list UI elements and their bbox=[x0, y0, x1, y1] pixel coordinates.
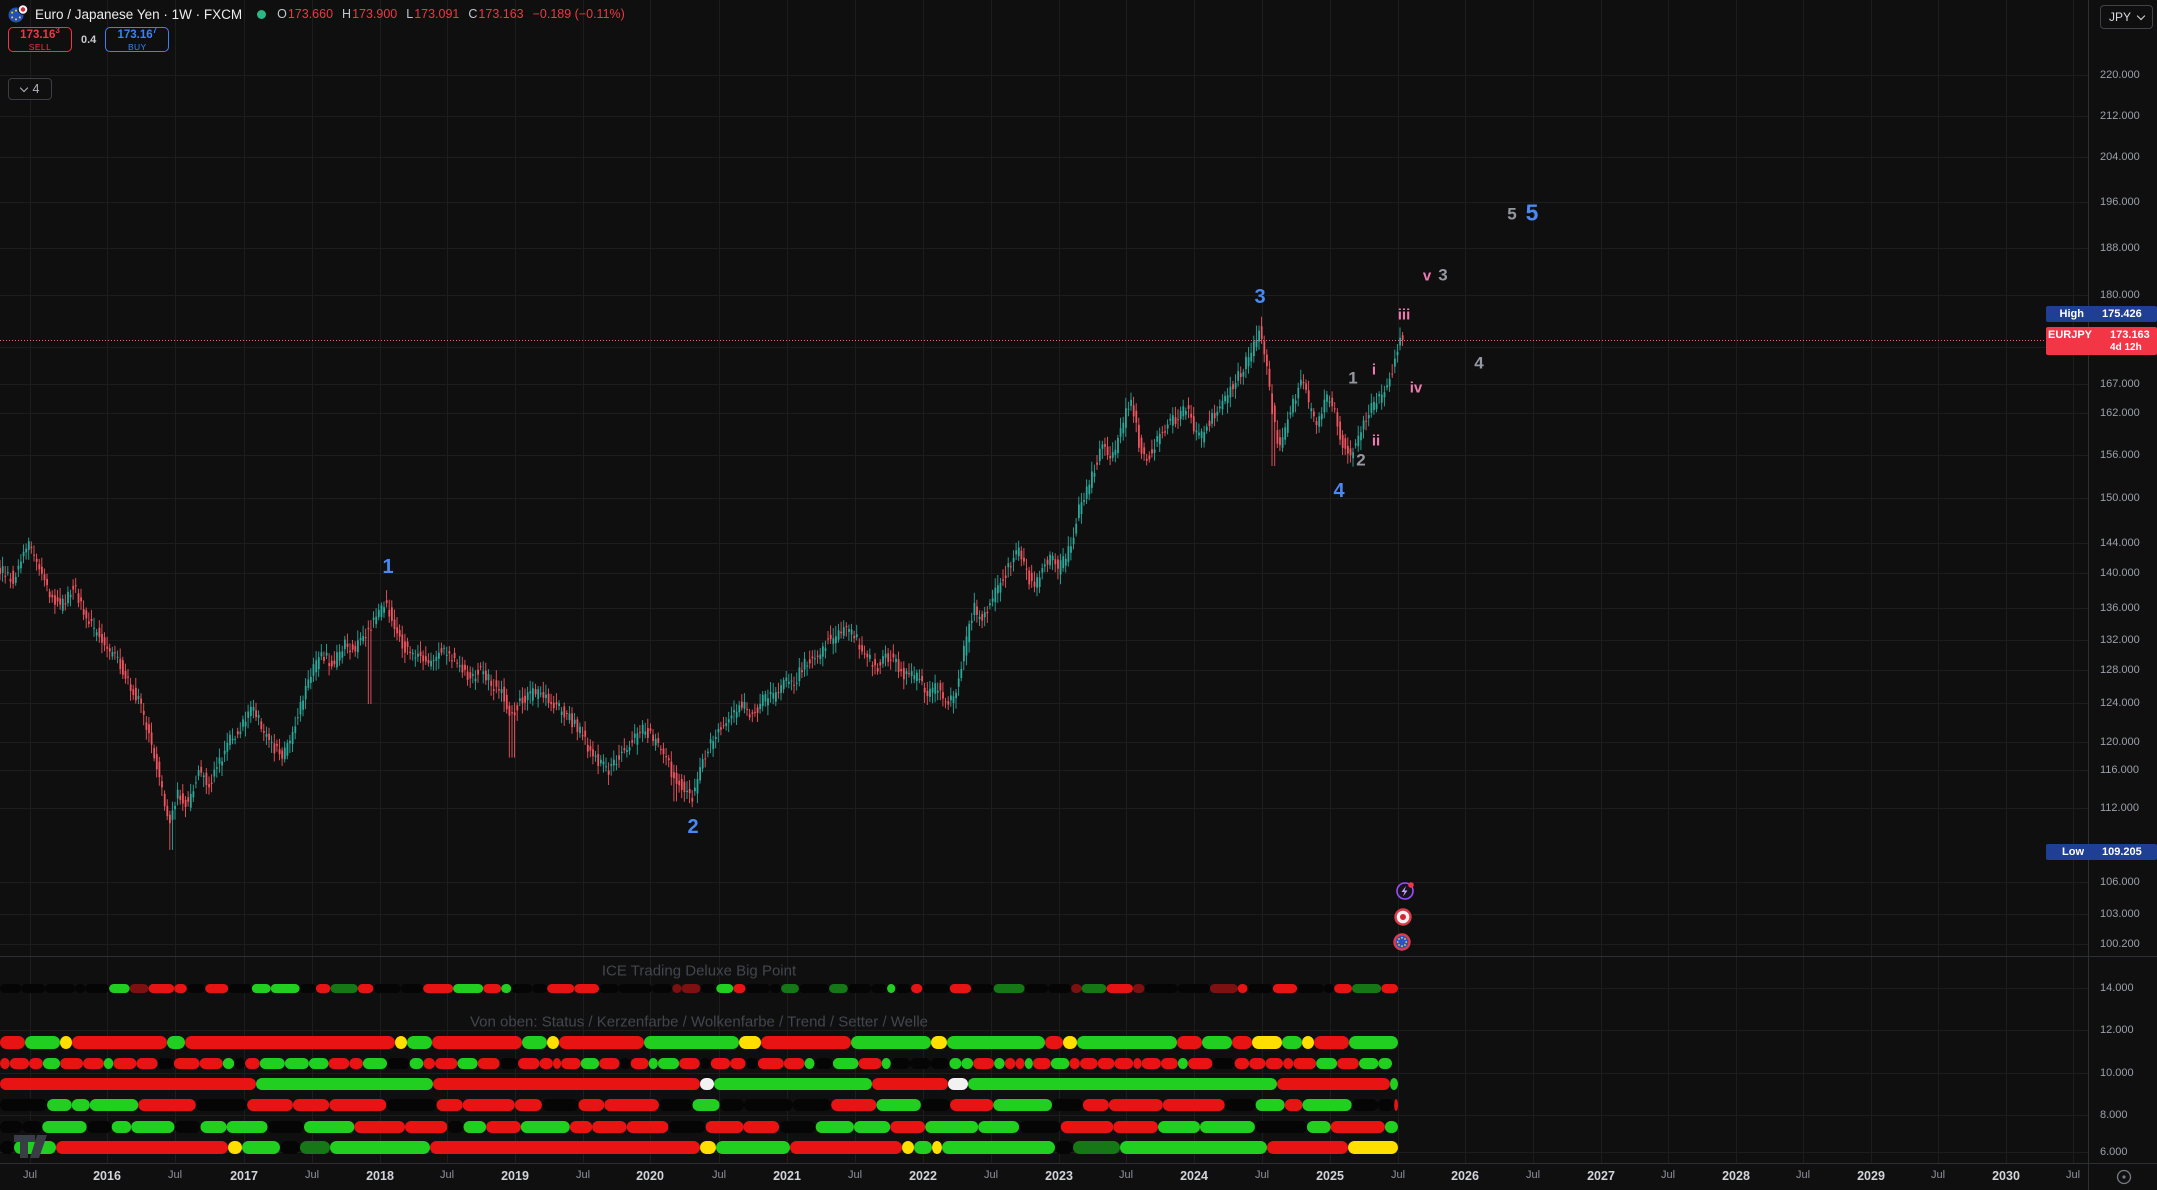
market-status-icon[interactable] bbox=[257, 9, 267, 19]
symbol-legend: Euro / Japanese Yen · 1W · FXCM O173.660… bbox=[6, 4, 625, 24]
spread-value: 0.4 bbox=[81, 33, 97, 46]
time-settings-icon[interactable] bbox=[2116, 1169, 2132, 1185]
high-value: 173.900 bbox=[352, 7, 398, 21]
indicator-row bbox=[0, 984, 1398, 993]
notification-dot-icon bbox=[1408, 882, 1414, 888]
series-flag-icons[interactable] bbox=[1393, 882, 1414, 951]
open-label: O bbox=[277, 7, 287, 21]
trade-panel: 173.163 SELL 0.4 173.167 BUY bbox=[8, 26, 170, 53]
close-label: C bbox=[468, 7, 478, 21]
tradingview-logo-icon bbox=[14, 1135, 47, 1158]
eu-flag-icon bbox=[1393, 933, 1411, 951]
ohlc-values: O173.660 H173.900 L173.091 C173.163 −0.1… bbox=[277, 7, 625, 21]
currency-label: JPY bbox=[2108, 10, 2131, 24]
indicator-title-von-oben: Von oben: Status / Kerzenfarbe / Wolkenf… bbox=[469, 1013, 929, 1031]
indicator-row bbox=[0, 1058, 1392, 1069]
indicator-row bbox=[0, 1036, 1398, 1049]
indicator-title-big-point: ICE Trading Deluxe Big Point bbox=[601, 962, 797, 980]
chevron-down-icon bbox=[19, 83, 28, 93]
up-candle-wicks bbox=[2, 325, 1401, 850]
object-count: 4 bbox=[32, 82, 40, 96]
sell-label: SELL bbox=[28, 42, 52, 53]
bar-countdown: 4d 12h bbox=[2110, 342, 2142, 353]
up-candle-bodies bbox=[1, 330, 1401, 820]
chevron-down-icon bbox=[2136, 11, 2146, 21]
buy-price-pip: 7 bbox=[152, 26, 158, 36]
low-value: 173.091 bbox=[414, 7, 460, 21]
symbol-logo-icon bbox=[6, 4, 30, 24]
down-candle-bodies bbox=[0, 326, 1404, 824]
indicator-row bbox=[0, 1121, 1398, 1133]
low-label: L bbox=[406, 7, 414, 21]
buy-button[interactable]: 173.167 BUY bbox=[105, 26, 170, 53]
change-value: −0.189 (−0.11%) bbox=[532, 7, 625, 21]
last-price-label: EURJPY 173.163 4d 12h bbox=[2046, 327, 2157, 355]
price-axis-currency-button[interactable]: JPY bbox=[2100, 5, 2153, 29]
buy-price: 173.16 bbox=[117, 28, 153, 41]
buy-label: BUY bbox=[127, 42, 147, 53]
down-candle-wicks bbox=[0, 316, 1404, 850]
indicator-row bbox=[0, 1078, 1398, 1090]
sell-button[interactable]: 173.163 SELL bbox=[8, 27, 72, 52]
high-label: H bbox=[342, 7, 352, 21]
open-value: 173.660 bbox=[287, 7, 334, 21]
indicator-row bbox=[0, 1141, 1398, 1154]
sell-price-pip: 3 bbox=[55, 26, 60, 36]
legend-collapse-toggle[interactable]: 4 bbox=[8, 78, 52, 100]
low-price-label: Low 109.205 bbox=[2046, 844, 2157, 860]
sell-price: 173.16 bbox=[20, 28, 56, 41]
high-price-label: High 175.426 bbox=[2046, 306, 2157, 322]
close-value: 173.163 bbox=[478, 7, 524, 21]
indicator-row bbox=[0, 1099, 1398, 1111]
symbol-title[interactable]: Euro / Japanese Yen · 1W · FXCM bbox=[35, 6, 243, 22]
